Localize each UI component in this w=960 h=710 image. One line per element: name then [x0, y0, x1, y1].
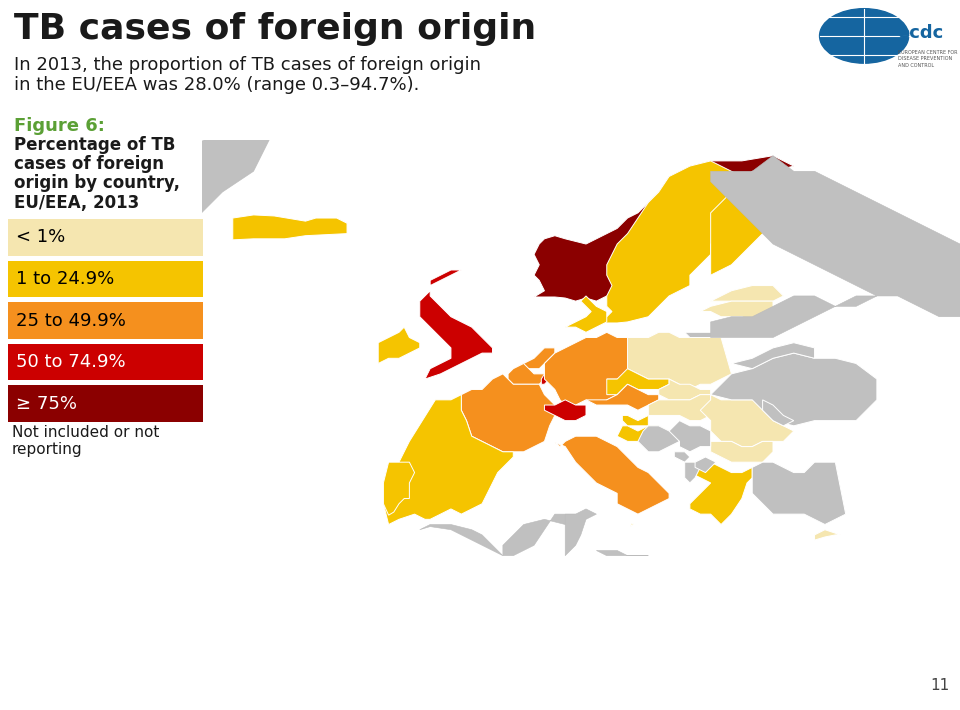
Bar — [8, 386, 203, 422]
Polygon shape — [541, 374, 550, 384]
Polygon shape — [565, 296, 607, 332]
Text: ≥ 75%: ≥ 75% — [16, 395, 77, 413]
Polygon shape — [420, 270, 492, 379]
Polygon shape — [710, 155, 960, 337]
Polygon shape — [586, 384, 659, 410]
Polygon shape — [607, 368, 669, 395]
Text: 50 to 74.9%: 50 to 74.9% — [16, 353, 126, 371]
Polygon shape — [544, 332, 638, 405]
Polygon shape — [762, 400, 794, 426]
Text: cases of foreign: cases of foreign — [14, 155, 164, 173]
Polygon shape — [518, 348, 555, 368]
Polygon shape — [462, 374, 555, 452]
Text: Figure 6:: Figure 6: — [14, 116, 105, 135]
Polygon shape — [617, 426, 669, 447]
Bar — [8, 302, 203, 339]
Polygon shape — [638, 426, 680, 452]
Text: in the EU/EEA was 28.0% (range 0.3–94.7%).: in the EU/EEA was 28.0% (range 0.3–94.7%… — [14, 76, 420, 94]
Polygon shape — [383, 462, 415, 515]
Polygon shape — [700, 301, 773, 322]
Polygon shape — [732, 343, 814, 368]
Polygon shape — [508, 364, 544, 384]
Polygon shape — [700, 395, 794, 447]
Text: 25 to 49.9%: 25 to 49.9% — [16, 312, 126, 329]
Polygon shape — [659, 379, 710, 400]
Polygon shape — [420, 525, 503, 556]
Polygon shape — [710, 171, 783, 275]
Polygon shape — [232, 215, 348, 240]
Polygon shape — [674, 452, 690, 462]
Text: origin by country,: origin by country, — [14, 175, 180, 192]
Bar — [8, 344, 203, 381]
Text: EUROPEAN CENTRE FOR
DISEASE PREVENTION
AND CONTROL: EUROPEAN CENTRE FOR DISEASE PREVENTION A… — [898, 50, 957, 68]
Polygon shape — [710, 353, 876, 426]
Polygon shape — [753, 462, 846, 525]
Polygon shape — [710, 442, 773, 462]
Polygon shape — [555, 436, 669, 514]
Polygon shape — [544, 400, 586, 420]
Polygon shape — [700, 317, 753, 337]
Text: EU/EEA, 2013: EU/EEA, 2013 — [14, 194, 139, 212]
Polygon shape — [383, 395, 514, 525]
Text: 11: 11 — [931, 677, 950, 692]
Text: In 2013, the proportion of TB cases of foreign origin: In 2013, the proportion of TB cases of f… — [14, 56, 481, 74]
Polygon shape — [690, 462, 753, 525]
Polygon shape — [622, 415, 648, 426]
Polygon shape — [684, 462, 700, 483]
Polygon shape — [814, 530, 841, 540]
Polygon shape — [710, 285, 783, 301]
Text: TB cases of foreign origin: TB cases of foreign origin — [14, 12, 537, 46]
Polygon shape — [631, 523, 634, 527]
Bar — [8, 219, 203, 256]
Text: ecdc: ecdc — [898, 24, 944, 43]
Polygon shape — [684, 332, 716, 337]
Polygon shape — [695, 457, 716, 473]
Polygon shape — [669, 420, 710, 452]
Bar — [8, 261, 203, 297]
Polygon shape — [628, 332, 732, 390]
Text: 1 to 24.9%: 1 to 24.9% — [16, 270, 114, 288]
Text: Not included or not
reporting: Not included or not reporting — [12, 425, 159, 457]
Polygon shape — [596, 161, 773, 323]
Polygon shape — [378, 327, 420, 364]
Polygon shape — [565, 509, 596, 556]
Polygon shape — [596, 550, 648, 556]
Polygon shape — [503, 514, 576, 556]
Polygon shape — [534, 155, 794, 301]
Circle shape — [820, 9, 908, 63]
Polygon shape — [648, 395, 710, 420]
Polygon shape — [14, 99, 326, 275]
Text: < 1%: < 1% — [16, 229, 65, 246]
Text: Percentage of TB: Percentage of TB — [14, 136, 176, 154]
